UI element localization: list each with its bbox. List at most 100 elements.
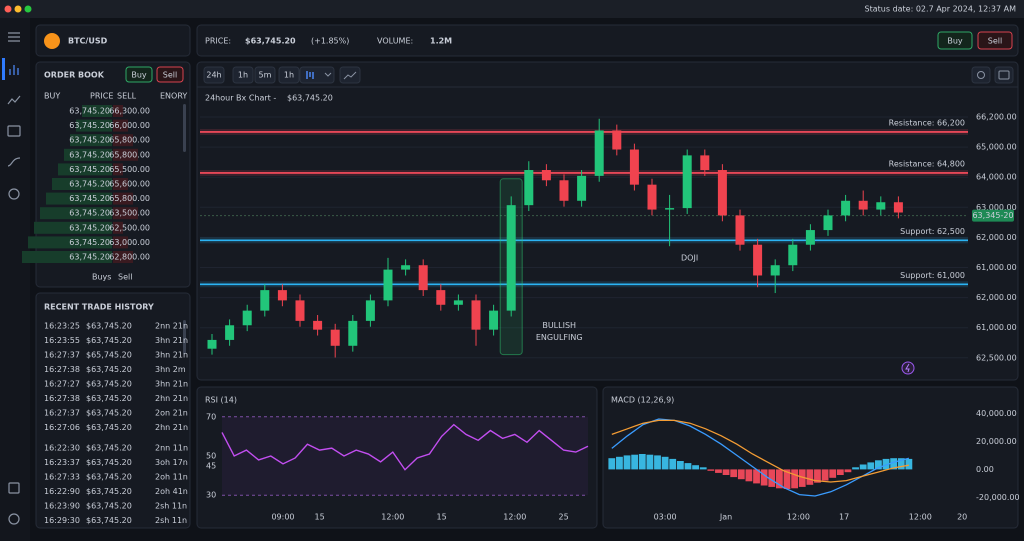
buy-button[interactable] [937,31,973,50]
candle-body [418,265,428,291]
level-label: Resistance: 64,800 [889,159,965,168]
column-header: PRICE [90,92,113,101]
price-axis-label: 62,000.00 [976,233,1017,242]
depth-bar [52,178,112,190]
ask-price: 65,800.00 [109,194,150,203]
exchange-icon[interactable] [7,157,21,167]
ask-depth-bar [113,163,123,176]
chart-type-button[interactable] [299,66,335,84]
scrollbar[interactable] [183,320,186,354]
menu-icon[interactable] [8,32,20,42]
trend-icon[interactable] [7,95,21,105]
settings-icon [977,71,985,79]
bid-price: 63,745.20 [69,150,110,159]
depth-bar [76,119,112,132]
histogram-bar [654,455,661,470]
histogram-bar [875,460,882,470]
candle-body [471,300,481,330]
close-button[interactable] [4,5,12,13]
histogram-bar [631,454,639,470]
timeframe-button[interactable] [232,66,254,84]
order-buy-button[interactable] [125,66,153,83]
lightning-button[interactable] [901,361,915,375]
logout-icon[interactable] [8,482,20,494]
timeframe-label: 1h [284,71,294,80]
histogram-bar [722,469,730,475]
timeframe-button[interactable] [278,66,300,84]
trade-time: 16:29:30 [44,516,80,525]
trade-age: 2oh 11n [155,473,188,482]
trade-time: 16:23:55 [44,336,80,345]
ask-depth-bar [113,134,133,147]
histogram-bar [798,469,806,487]
histogram-bar [669,458,677,470]
column-header: SELL [117,92,137,101]
ask-depth-bar [113,251,133,263]
rsi-band [222,416,588,496]
histogram-bar [783,469,791,489]
bid-price: 63,745.20 [69,165,110,174]
level-label: Support: 62,500 [900,227,965,236]
active-indicator [2,58,5,80]
histogram-bar [852,467,859,470]
camera-icon [998,70,1010,80]
timeframe-button[interactable] [203,66,225,84]
trade-age: 2on 21n [155,409,188,418]
ask-depth-bar [113,236,128,249]
candle-body [559,180,569,201]
trade-time: 16:22:30 [44,444,80,453]
status-date: Status date: 02.7 Apr 2024, 12:37 AM [865,5,1017,14]
dropdown-icon [324,72,332,77]
candle-body [489,310,499,330]
last-price-label: 63,345-20 [972,211,1013,220]
price: $63,745.20 [245,37,296,46]
ask-depth-bar [113,178,128,190]
bid-price: 63,745.20 [69,253,110,262]
preferences-icon[interactable] [8,513,20,525]
snapshot-button[interactable] [994,66,1014,84]
depth-bar [28,236,112,249]
order-sell-button[interactable] [156,66,184,83]
footer-buys: Buys [92,273,111,282]
histogram-bar [768,469,776,487]
sell-label: Sell [988,37,1002,46]
histogram-bar [715,469,722,473]
y-tick-label: 45 [206,461,216,470]
ask-price: 65,600.00 [109,180,150,189]
settings-button[interactable] [971,66,991,84]
candle-body [647,184,657,210]
histogram-bar [623,455,631,470]
scrollbar[interactable] [183,104,186,152]
candle-body [506,205,516,311]
timeframe-button[interactable] [254,66,276,84]
histogram-bar [806,469,814,485]
chart-icon[interactable] [9,65,19,75]
histogram-bar [661,456,669,470]
candle-body [700,155,710,171]
price-axis-label: 63,000.00 [976,203,1017,212]
x-tick-label: 03:00 [654,513,677,522]
sell-button[interactable] [977,31,1013,50]
zoom-button[interactable] [24,5,32,13]
timeframe-label: 24h [206,71,221,80]
candle-body [823,215,833,231]
trade-price: $63,745.20 [86,458,132,467]
depth-bar [70,134,112,147]
side-rail [0,18,30,541]
doji-label: DOJI [681,253,698,262]
candle-body [365,300,375,321]
minimize-button[interactable] [14,5,22,13]
x-tick-label: 12:00 [503,513,526,522]
histogram-bar [638,454,646,470]
trade-time: 16:27:37 [44,409,80,418]
x-tick-label: 20 [957,513,967,522]
candle-body [876,202,886,210]
x-tick-label: 25 [559,513,569,522]
chart-subtitle: $63,745.20 [287,94,333,103]
wallet-icon[interactable] [7,125,21,137]
trade-time: 16:27:27 [44,380,80,389]
depth-bar [34,221,112,234]
settings-icon[interactable] [8,188,20,200]
indicator-button[interactable] [339,66,361,84]
histogram-bar [775,469,783,489]
